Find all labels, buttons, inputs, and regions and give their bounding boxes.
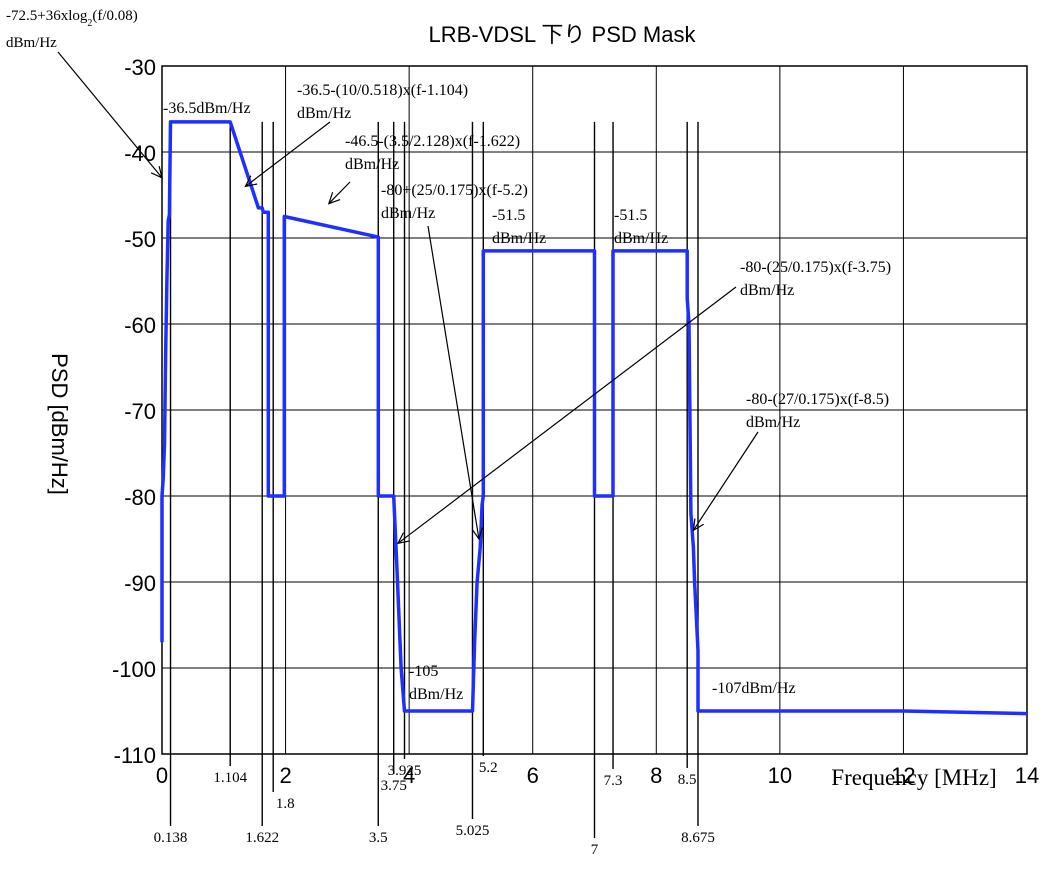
annotation-slope2-formula: -46.5-(3.5/2.128)x(f-1.622) <box>345 133 520 150</box>
marker-label: 8.675 <box>681 830 715 846</box>
annotation-band2-unit: dBm/Hz <box>614 230 668 247</box>
y-tick-label: -110 <box>114 743 156 768</box>
x-tick-label: 14 <box>1015 763 1039 788</box>
annotation-arrow-head <box>396 532 410 545</box>
annotation-arrow-head <box>692 518 704 532</box>
x-tick-label: 12 <box>891 763 915 788</box>
annotation-band2-value: -51.5 <box>614 207 647 224</box>
y-tick-label: -50 <box>124 227 156 252</box>
x-tick-label: 10 <box>768 763 792 788</box>
annotation-top-level: -36.5dBm/Hz <box>163 100 251 117</box>
annotation-arrow <box>692 431 759 531</box>
y-tick-label: -80 <box>124 485 156 510</box>
chart-title: LRB-VDSL 下り PSD Mask <box>429 22 697 47</box>
annotation-floor2-value: -107dBm/Hz <box>712 680 796 697</box>
annotation-arrow-head <box>244 175 258 188</box>
annotation-arrow <box>245 121 331 187</box>
psd-mask-series-line <box>160 120 1028 716</box>
marker-label: 8.5 <box>678 772 697 788</box>
annotation-arrow-head <box>327 192 341 205</box>
annotation-band1-value: -51.5 <box>492 207 525 224</box>
marker-label: 5.025 <box>456 823 490 839</box>
marker-label: 1.622 <box>245 830 279 846</box>
y-tick-label: -30 <box>124 55 156 80</box>
annotation-arrow <box>57 51 163 179</box>
annotation-rise-formula: -80+(25/0.175)x(f-5.2) <box>381 182 528 199</box>
marker-label: 0.138 <box>154 830 188 846</box>
annotation-arrow <box>427 225 480 540</box>
annotation-arrow-head <box>471 527 483 541</box>
x-tick-label: 4 <box>403 763 415 788</box>
annotation-arrow-head <box>150 166 163 179</box>
annotation-floor1-value: -105 <box>409 663 438 680</box>
annotation-rise-unit: dBm/Hz <box>381 205 435 222</box>
marker-label: 7 <box>591 842 599 858</box>
annotation-log-unit: dBm/Hz <box>6 35 57 51</box>
annotation-slope1-formula: -36.5-(10/0.518)x(f-1.104) <box>297 82 468 99</box>
x-tick-label: 0 <box>156 763 168 788</box>
x-tick-label: 2 <box>279 763 291 788</box>
y-axis-label: PSD [dBm/Hz] <box>47 353 72 495</box>
annotation-arrow <box>397 286 737 544</box>
x-axis-label: Frequency [MHz] <box>831 765 996 790</box>
y-tick-label: -60 <box>124 313 156 338</box>
marker-label: 3.75 <box>381 778 407 794</box>
marker-label: 7.3 <box>604 773 623 789</box>
y-tick-label: -100 <box>112 657 156 682</box>
annotation-fall1-unit: dBm/Hz <box>740 282 794 299</box>
annotation-fall2-unit: dBm/Hz <box>746 414 800 431</box>
y-tick-label: -40 <box>124 141 156 166</box>
x-tick-label: 6 <box>527 763 539 788</box>
annotation-slope2-unit: dBm/Hz <box>345 156 399 173</box>
annotation-band1-unit: dBm/Hz <box>492 230 546 247</box>
x-tick-label: 8 <box>650 763 662 788</box>
annotations: -72.5+36xlog2(f/0.08) dBm/Hz -36.5dBm/Hz… <box>6 8 891 703</box>
y-tick-label: -70 <box>124 399 156 424</box>
marker-label: 1.104 <box>213 770 247 786</box>
annotation-fall1-formula: -80-(25/0.175)x(f-3.75) <box>740 259 891 276</box>
annotation-log-formula: -72.5+36xlog2(f/0.08) <box>6 8 138 29</box>
marker-label: 3.5 <box>369 830 388 846</box>
annotation-arrow <box>328 181 351 205</box>
marker-label: 1.8 <box>276 796 295 812</box>
annotation-fall2-formula: -80-(27/0.175)x(f-8.5) <box>746 391 889 408</box>
annotation-slope1-unit: dBm/Hz <box>297 105 351 122</box>
annotation-arrows <box>57 51 759 545</box>
y-tick-label: -90 <box>124 571 156 596</box>
annotation-floor1-unit: dBm/Hz <box>409 686 463 703</box>
marker-label: 5.2 <box>479 760 498 776</box>
marker-label: 3.925 <box>388 763 422 779</box>
